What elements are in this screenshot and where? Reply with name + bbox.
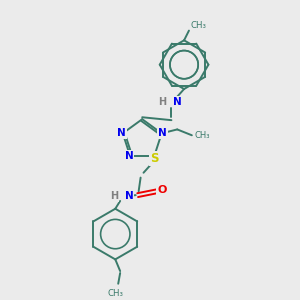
Text: CH₃: CH₃ (107, 289, 123, 298)
Text: CH₃: CH₃ (191, 21, 207, 30)
Text: N: N (125, 191, 134, 201)
Text: N: N (117, 128, 126, 138)
Text: H: H (158, 97, 166, 107)
Text: S: S (150, 152, 158, 165)
Text: H: H (110, 191, 118, 201)
Text: N: N (173, 97, 182, 107)
Text: N: N (125, 151, 134, 161)
Text: CH₃: CH₃ (195, 131, 210, 140)
Text: O: O (157, 185, 167, 195)
Text: N: N (158, 128, 167, 138)
